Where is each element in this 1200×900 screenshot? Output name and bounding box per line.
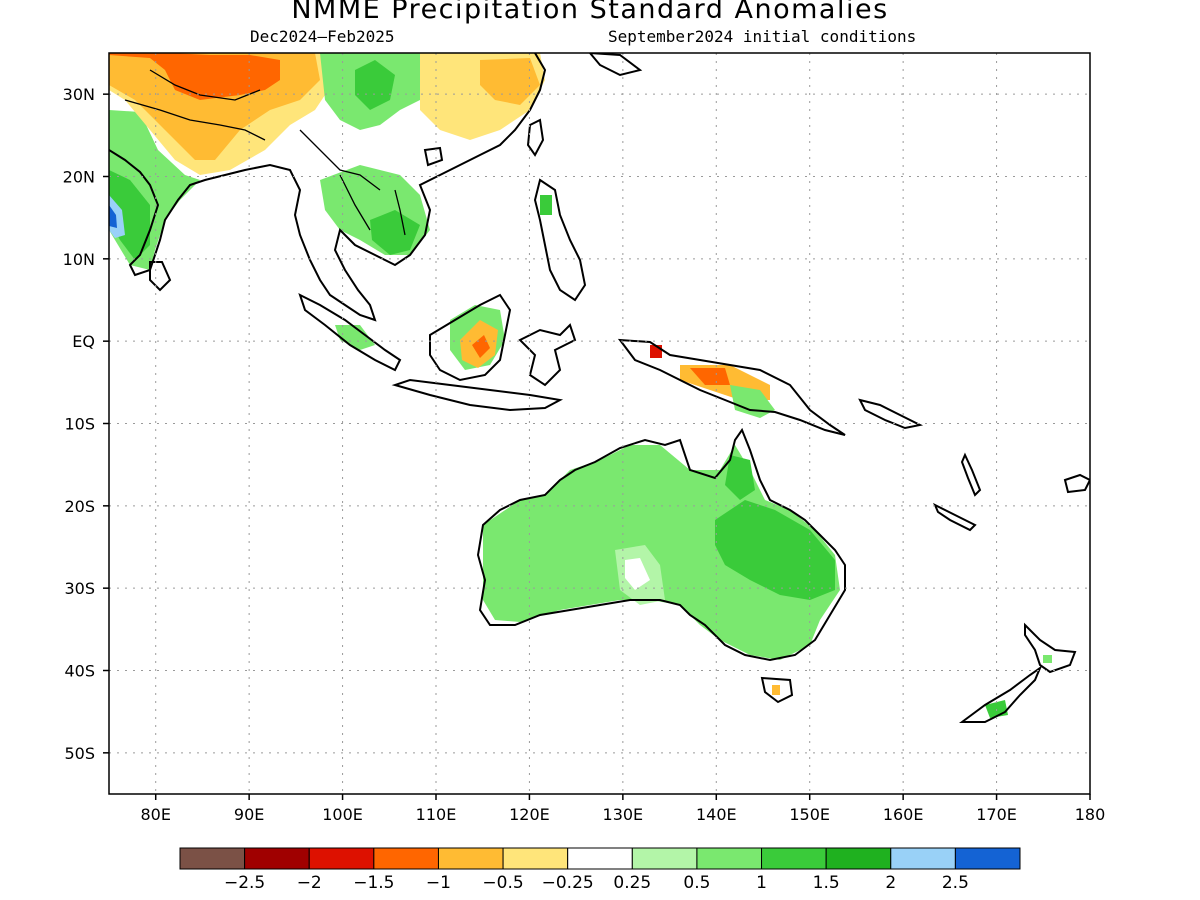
lon-tick-label: 100E bbox=[322, 805, 363, 824]
colorbar-swatch bbox=[502, 847, 569, 870]
lat-tick-label: 50S bbox=[64, 744, 95, 763]
colorbar-label: 1 bbox=[756, 873, 767, 893]
taiwan-coastline bbox=[526, 118, 545, 157]
gridlines bbox=[109, 53, 1090, 794]
india-blue-anomaly bbox=[109, 195, 125, 238]
colorbar-label: −1.5 bbox=[353, 873, 394, 893]
tasmania-orange-anomaly bbox=[772, 685, 780, 695]
lon-tick-label: 120E bbox=[509, 805, 550, 824]
colorbar-label: 0.25 bbox=[613, 873, 651, 893]
colorbar-swatch bbox=[696, 847, 763, 870]
sulawesi-coastline bbox=[518, 323, 577, 387]
australia-green-anomaly bbox=[483, 445, 840, 660]
lon-tick-label: 140E bbox=[696, 805, 737, 824]
lat-tick-label: EQ bbox=[72, 332, 95, 351]
lat-tick-label: 20S bbox=[64, 497, 95, 516]
fiji-coastline bbox=[1063, 473, 1090, 494]
indochina-dark-green-anomaly bbox=[370, 210, 420, 255]
initial-conditions-subtitle: September2024 initial conditions bbox=[608, 27, 917, 46]
new-caledonia-coastline bbox=[933, 502, 977, 532]
japan-coastline bbox=[588, 53, 643, 77]
colorbar-swatch bbox=[761, 847, 827, 870]
lat-tick-label: 30N bbox=[63, 85, 95, 104]
south-china-dark-green-anomaly bbox=[355, 60, 395, 110]
vanuatu-coastline bbox=[960, 452, 982, 497]
colorbar-swatch bbox=[179, 847, 246, 870]
australia-dark-green-anomaly bbox=[715, 500, 835, 600]
anomaly-fields bbox=[109, 53, 1052, 718]
australia-coastline bbox=[476, 427, 846, 662]
national-borders bbox=[124, 69, 406, 236]
lon-tick-label: 90E bbox=[234, 805, 264, 824]
new-zealand-north-coastline bbox=[1024, 622, 1077, 674]
new-guinea-green-anomaly bbox=[730, 385, 775, 418]
season-subtitle: Dec2024–Feb2025 bbox=[250, 27, 395, 46]
lon-tick-label: 170E bbox=[976, 805, 1017, 824]
lat-tick-label: 10N bbox=[63, 250, 95, 269]
map-title: NMME Precipitation Standard Anomalies bbox=[291, 0, 889, 25]
asia-coastline bbox=[109, 53, 547, 322]
colorbar-label: −2.5 bbox=[224, 873, 265, 893]
lon-tick-label: 180 bbox=[1075, 805, 1106, 824]
latitude-axis: 30N 20N 10N EQ 10S 20S 30S 40S 50S bbox=[63, 85, 109, 763]
colorbar-label: 2 bbox=[885, 873, 896, 893]
lat-tick-label: 40S bbox=[64, 662, 95, 681]
tasmania-coastline bbox=[760, 676, 794, 704]
lon-tick-label: 150E bbox=[789, 805, 830, 824]
lon-tick-label: 110E bbox=[416, 805, 457, 824]
colorbar-label: −0.25 bbox=[542, 873, 594, 893]
colorbar-label: 1.5 bbox=[813, 873, 840, 893]
colorbar-swatch bbox=[244, 847, 310, 870]
hainan-coastline bbox=[423, 146, 444, 167]
india-dark-green-anomaly bbox=[109, 170, 150, 260]
colorbar-swatch bbox=[890, 847, 956, 870]
sumatra-green-anomaly bbox=[335, 325, 375, 350]
new-zealand-south-coastline bbox=[958, 665, 1043, 723]
australia-dark-green-anomaly-north bbox=[725, 455, 755, 500]
lon-tick-label: 130E bbox=[603, 805, 644, 824]
new-guinea-coastline bbox=[617, 338, 846, 436]
lat-tick-label: 30S bbox=[64, 579, 95, 598]
colorbar-label: −1 bbox=[426, 873, 451, 893]
colorbar-label: −0.5 bbox=[482, 873, 523, 893]
lat-tick-label: 10S bbox=[64, 415, 95, 434]
colorbar-swatch bbox=[825, 847, 892, 870]
lon-tick-label: 160E bbox=[883, 805, 924, 824]
tibet-dark-orange-anomaly bbox=[109, 53, 280, 100]
colorbar-swatch bbox=[373, 847, 439, 870]
new-guinea-dark-orange-anomaly bbox=[690, 368, 730, 385]
colorbar: −2.5 −2 −1.5 −1 −0.5 −0.25 0.25 0.5 1 1.5 2 2.5 bbox=[179, 847, 1021, 893]
colorbar-swatch bbox=[954, 847, 1021, 870]
colorbar-swatch bbox=[437, 847, 504, 870]
java-coastline bbox=[391, 378, 564, 412]
colorbar-swatch bbox=[308, 847, 375, 870]
colorbar-label: 0.5 bbox=[683, 873, 710, 893]
east-china-orange-anomaly bbox=[480, 58, 540, 105]
borneo-coastline bbox=[429, 293, 512, 382]
new-zealand-north-green-anomaly bbox=[1043, 655, 1052, 663]
australia-white-anomaly bbox=[625, 558, 650, 590]
colorbar-swatch bbox=[567, 847, 633, 870]
colorbar-label: 2.5 bbox=[942, 873, 969, 893]
lon-tick-label: 80E bbox=[140, 805, 170, 824]
lat-tick-label: 20N bbox=[63, 168, 95, 187]
colorbar-label: −2 bbox=[297, 873, 322, 893]
sri-lanka-coastline bbox=[149, 261, 172, 292]
philippines-green-anomaly bbox=[540, 195, 552, 215]
coastlines bbox=[109, 53, 1090, 723]
sumatra-coastline bbox=[298, 293, 402, 372]
longitude-axis: 80E 90E 100E 110E 120E 130E 140E 150E 160E 170E 18… bbox=[140, 794, 1105, 824]
colorbar-swatch bbox=[631, 847, 698, 870]
philippines-coastline bbox=[533, 178, 587, 302]
india-deep-blue-anomaly bbox=[109, 205, 117, 228]
solomon-islands-coastline bbox=[858, 398, 924, 430]
